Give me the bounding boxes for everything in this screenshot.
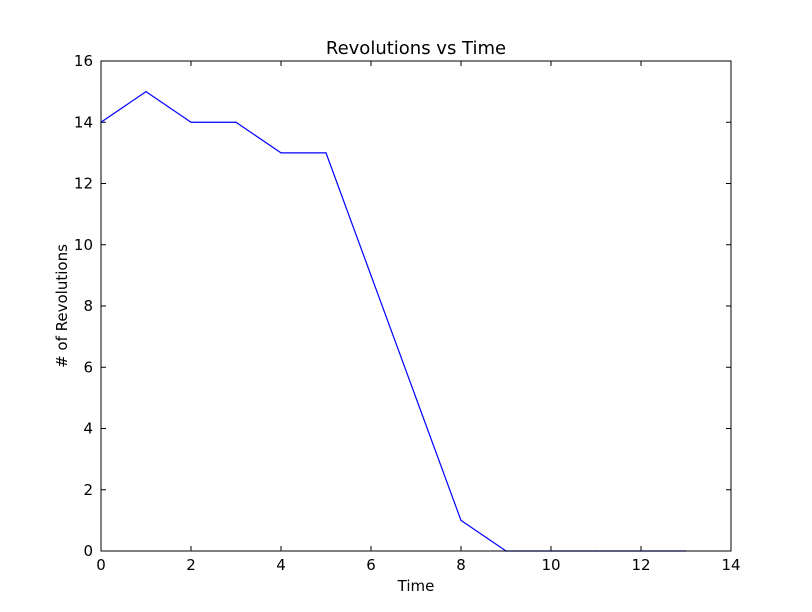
y-tick-label: 0 — [83, 542, 93, 560]
data-point — [145, 91, 147, 93]
data-point — [190, 121, 192, 123]
chart-title: Revolutions vs Time — [326, 38, 506, 59]
y-tick-label: 8 — [83, 297, 93, 315]
data-point — [280, 152, 282, 154]
y-tick-label: 6 — [83, 358, 93, 376]
x-tick-label: 2 — [186, 556, 196, 574]
x-tick-label: 14 — [721, 556, 740, 574]
x-axis-label: Time — [397, 577, 435, 595]
series-line — [100, 91, 686, 552]
y-tick-label: 16 — [74, 52, 93, 70]
plot-frame — [100, 60, 732, 552]
x-tick-label: 12 — [631, 556, 650, 574]
data-point — [370, 274, 372, 276]
axis-ticks: 0 2 4 6 8 10 12 14 0 2 4 6 8 10 12 14 16 — [74, 52, 741, 574]
data-point — [460, 519, 462, 521]
x-tick-label: 10 — [541, 556, 560, 574]
x-tick-label: 6 — [366, 556, 376, 574]
data-point — [415, 397, 417, 399]
y-tick-label: 12 — [74, 175, 93, 193]
plot-area — [100, 91, 687, 552]
y-tick-label: 4 — [83, 420, 93, 438]
x-tick-label: 8 — [456, 556, 466, 574]
y-tick-label: 2 — [83, 481, 93, 499]
data-point — [235, 121, 237, 123]
data-point — [325, 152, 327, 154]
y-tick-label: 14 — [74, 113, 93, 131]
y-tick-label: 10 — [74, 236, 93, 254]
x-tick-label: 0 — [96, 556, 106, 574]
y-axis-label: # of Revolutions — [53, 244, 71, 368]
x-tick-label: 4 — [276, 556, 286, 574]
